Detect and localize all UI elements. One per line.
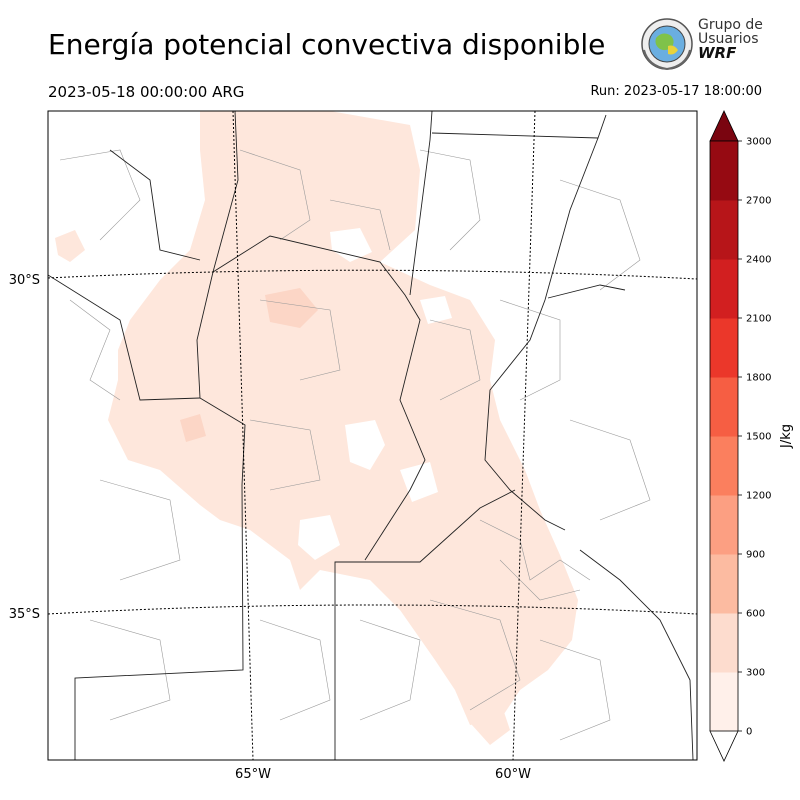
- valid-time: 2023-05-18 00:00:00 ARG: [48, 83, 245, 101]
- parallel-35s: [48, 604, 697, 615]
- wrf-logo: Grupo de Usuarios WRF: [638, 16, 763, 72]
- lon-label-60w: 60°W: [495, 767, 531, 782]
- colorbar-tick-label: 600: [746, 609, 765, 620]
- colorbar-tick-label: 900: [746, 550, 765, 561]
- globe-emblem-icon: [641, 18, 693, 71]
- lat-label-30s: 30°S: [9, 273, 40, 288]
- parallel-30s: [48, 269, 697, 280]
- colorbar-segment: [710, 141, 738, 201]
- cape-gap-4: [420, 296, 452, 324]
- cape-patch-1: [265, 288, 318, 328]
- colorbar-extend-min: [709, 730, 739, 762]
- colorbar-tick-label: 1200: [746, 491, 771, 502]
- colorbar: 0 300 600 900 1200 1500 1800 2100 2400 2700 3000: [709, 110, 771, 762]
- colorbar-extend-max: [709, 110, 739, 142]
- colorbar-segment: [710, 200, 738, 260]
- map-frame: [47, 110, 698, 761]
- colorbar-tick-label: 1800: [746, 373, 771, 384]
- colorbar-segment: [710, 318, 738, 378]
- colorbar-segment: [710, 672, 738, 732]
- cape-patch-2: [180, 414, 206, 442]
- lat-label-35s: 35°S: [9, 607, 40, 622]
- colorbar-segment: [710, 495, 738, 555]
- colorbar-tick-label: 3000: [746, 137, 771, 148]
- cape-gap-2: [330, 228, 372, 262]
- colorbar-segment: [710, 436, 738, 496]
- graticule: [48, 111, 697, 760]
- lon-label-65w: 65°W: [235, 767, 271, 782]
- run-time: Run: 2023-05-17 18:00:00: [590, 84, 762, 99]
- cape-gap-3: [400, 462, 438, 502]
- colorbar-tick-label: 2400: [746, 255, 771, 266]
- logo-line-3: WRF: [698, 44, 737, 62]
- cape-gap-5: [298, 515, 340, 560]
- province-boundaries: [48, 111, 694, 760]
- meridian-65w: [232, 111, 254, 760]
- colorbar-segment: [710, 377, 738, 437]
- colorbar-tick-label: 300: [746, 668, 765, 679]
- cape-gap-1: [345, 420, 385, 470]
- colorbar-segment: [710, 554, 738, 614]
- colorbar-tick-label: 0: [746, 727, 752, 738]
- colorbar-tick-label: 2700: [746, 196, 771, 207]
- meridian-60w: [512, 111, 536, 760]
- colorbar-tick-label: 2100: [746, 314, 771, 325]
- colorbar-segment: [710, 613, 738, 673]
- logo-line-2: Usuarios: [698, 31, 759, 47]
- colorbar-label: J/kg: [779, 424, 794, 449]
- map-title: Energía potencial convectiva disponible: [48, 28, 606, 61]
- colorbar-tick-label: 1500: [746, 432, 771, 443]
- logo-line-1: Grupo de: [698, 17, 763, 33]
- cape-region-west: [55, 230, 85, 262]
- colorbar-segment: [710, 259, 738, 319]
